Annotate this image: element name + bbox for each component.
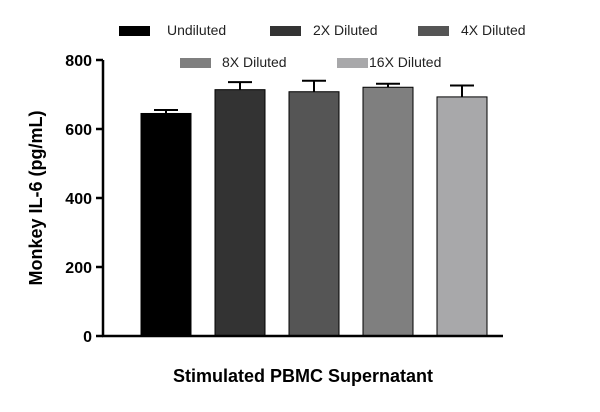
legend-swatch <box>180 58 211 68</box>
bar-1 <box>140 112 192 337</box>
legend-item-4: 8X Diluted <box>180 54 287 70</box>
legend-label: 2X Diluted <box>313 22 378 38</box>
legend-swatch <box>337 58 368 68</box>
legend-item-5: 16X Diluted <box>337 54 441 70</box>
y-axis: 0 200 400 600 800 <box>65 53 105 346</box>
bar-2 <box>214 89 266 337</box>
y-tick-label: 600 <box>65 122 92 139</box>
y-tick-label: 800 <box>65 53 92 70</box>
y-tick-label: 200 <box>65 260 92 277</box>
legend: Undiluted 2X Diluted 4X Diluted 8X Diluted 1… <box>119 22 526 70</box>
legend-item-1: Undiluted <box>119 22 226 38</box>
legend-label: Undiluted <box>167 22 226 38</box>
legend-label: 16X Diluted <box>369 54 441 70</box>
legend-swatch <box>270 26 301 36</box>
bars <box>140 86 488 337</box>
bar-4 <box>362 86 414 337</box>
legend-label: 4X Diluted <box>461 22 526 38</box>
bar-5 <box>436 96 488 337</box>
y-axis-title: Monkey IL-6 (pg/mL) <box>26 110 46 285</box>
x-axis-title: Stimulated PBMC Supernatant <box>173 366 433 386</box>
legend-item-3: 4X Diluted <box>418 22 526 38</box>
y-tick-label: 400 <box>65 191 92 208</box>
legend-label: 8X Diluted <box>222 54 287 70</box>
legend-swatch <box>418 26 449 36</box>
bar-3 <box>288 91 340 337</box>
legend-item-2: 2X Diluted <box>270 22 378 38</box>
y-tick-label: 0 <box>83 329 92 346</box>
error-bars <box>154 79 474 114</box>
legend-swatch <box>119 26 150 36</box>
